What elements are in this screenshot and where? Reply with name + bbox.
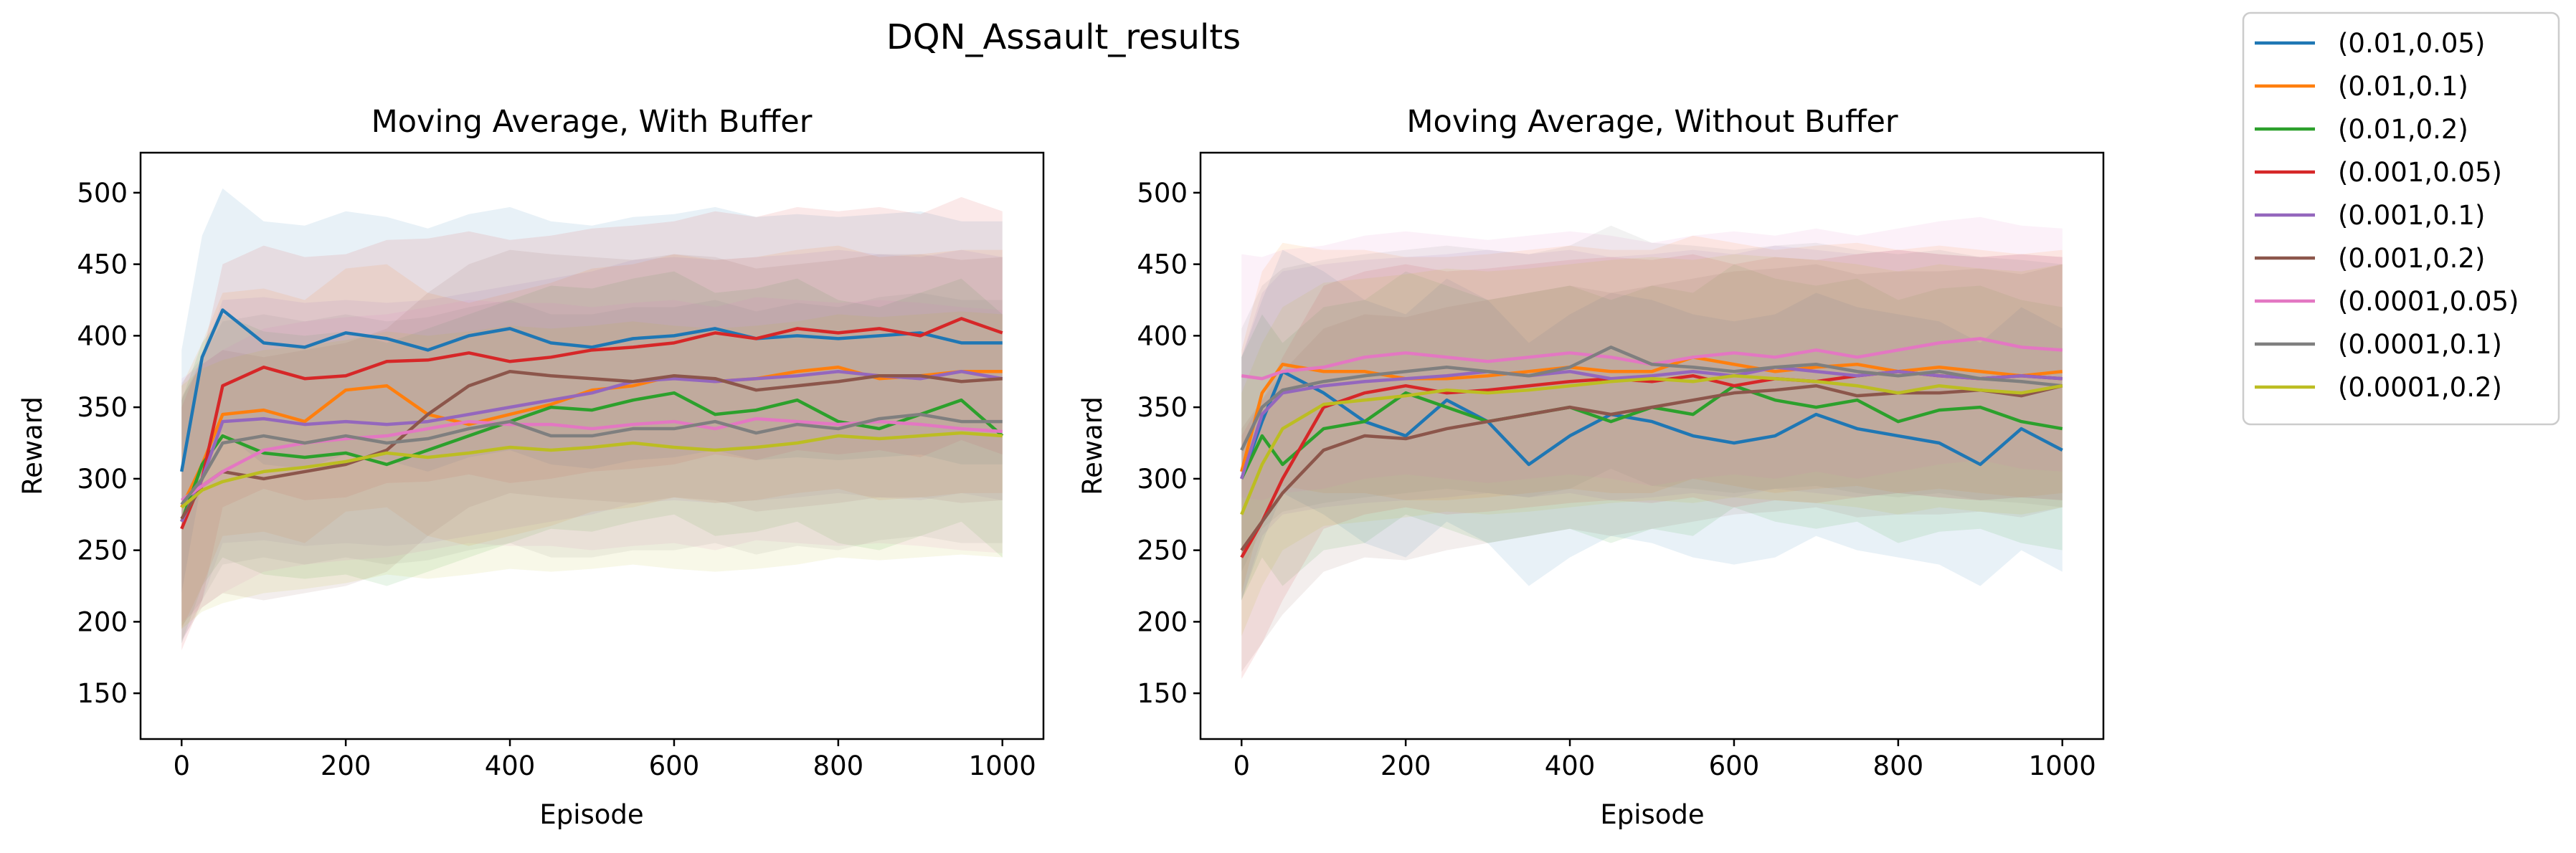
subplot-without-buffer: 0 200 400 600 800 1000 150 200 250 300 350 400 450 5… <box>1077 104 2105 830</box>
series-line-(0.001,0.2) <box>180 370 1003 520</box>
y-tick-label: 450 <box>1137 249 1188 280</box>
legend-label: (0.0001,0.05) <box>2338 286 2519 317</box>
series-line-(0.001,0.1) <box>180 370 1003 523</box>
y-tick-label: 300 <box>1137 464 1188 495</box>
x-tick-label: 800 <box>1873 750 1924 781</box>
series-line-(0.01,0.1) <box>1240 356 2063 472</box>
band-(0.01,0.2) <box>181 271 1003 644</box>
series-line-(0.0001,0.2) <box>1240 373 2063 515</box>
y-tick-label: 450 <box>77 249 128 280</box>
series-line-(0.001,0.2) <box>1240 383 2063 551</box>
x-tick-label: 200 <box>321 750 371 781</box>
series-line-(0.0001,0.1) <box>1240 346 2063 451</box>
legend-label: (0.001,0.1) <box>2338 200 2485 231</box>
figure-title: DQN_Assault_results <box>886 17 1241 57</box>
x-tick-label: 400 <box>485 750 536 781</box>
band-(0.0001,0.1) <box>1241 225 2063 572</box>
legend: (0.01,0.05) (0.01,0.1) (0.01,0.2) (0.001,0.… <box>2242 11 2560 426</box>
legend-label: (0.01,0.2) <box>2338 114 2468 145</box>
x-tick-label: 800 <box>813 750 864 781</box>
y-tick-label: 300 <box>77 464 128 495</box>
band-(0.01,0.05) <box>1241 249 2063 601</box>
x-tick-label: 0 <box>1233 750 1250 781</box>
band-(0.01,0.1) <box>1241 235 2063 594</box>
band-(0.01,0.2) <box>1241 264 2063 601</box>
band-(0.001,0.05) <box>181 196 1003 651</box>
y-tick-label: 250 <box>77 535 128 566</box>
series-line-(0.01,0.05) <box>180 308 1003 472</box>
legend-label: (0.0001,0.1) <box>2338 329 2502 360</box>
subplot-with-buffer: 0 200 400 600 800 1000 150 200 250 300 350 400 450 5… <box>17 104 1045 830</box>
y-tick-label: 350 <box>77 392 128 423</box>
y-tick-label: 150 <box>77 678 128 709</box>
x-axis-label: Episode <box>539 799 643 830</box>
x-tick-label: 600 <box>649 750 700 781</box>
y-tick-label: 400 <box>77 320 128 351</box>
series-line-(0.0001,0.2) <box>180 431 1003 509</box>
x-axis-ticks: 0 200 400 600 800 1000 <box>173 739 1036 781</box>
axes-frame <box>139 151 1045 740</box>
x-tick-label: 400 <box>1545 750 1596 781</box>
subplot-title: Moving Average, Without Buffer <box>1406 104 1898 140</box>
series-line-(0.0001,0.1) <box>180 412 1003 506</box>
y-tick-label: 400 <box>1137 320 1188 351</box>
x-tick-label: 600 <box>1709 750 1760 781</box>
series-lines <box>180 308 1004 530</box>
legend-label: (0.0001,0.2) <box>2338 372 2502 403</box>
y-tick-label: 500 <box>77 178 128 209</box>
y-axis-ticks: 150 200 250 300 350 400 450 500 <box>77 178 141 709</box>
y-tick-label: 150 <box>1137 678 1188 709</box>
y-tick-label: 200 <box>77 606 128 637</box>
axes-frame <box>1199 151 2105 740</box>
series-line-(0.01,0.2) <box>1240 383 2063 480</box>
band-(0.001,0.2) <box>181 249 1003 641</box>
y-axis-label: Reward <box>1077 396 1108 495</box>
legend-label: (0.001,0.05) <box>2338 157 2502 188</box>
band-(0.0001,0.2) <box>181 311 1003 629</box>
y-tick-label: 200 <box>1137 606 1188 637</box>
plot-area <box>1201 153 2103 739</box>
series-line-(0.0001,0.05) <box>1241 337 2063 381</box>
x-tick-label: 0 <box>173 750 190 781</box>
x-tick-label: 1000 <box>2029 750 2096 781</box>
y-tick-label: 500 <box>1137 178 1188 209</box>
legend-label: (0.001,0.2) <box>2338 243 2485 274</box>
x-tick-label: 1000 <box>969 750 1036 781</box>
y-tick-label: 350 <box>1137 392 1188 423</box>
legend-label: (0.01,0.1) <box>2338 71 2468 102</box>
x-tick-label: 200 <box>1381 750 1431 781</box>
series-line-(0.001,0.05) <box>180 317 1003 530</box>
y-tick-label: 250 <box>1137 535 1188 566</box>
series-lines <box>1240 337 2063 558</box>
x-axis-ticks: 0 200 400 600 800 1000 <box>1233 739 2096 781</box>
x-axis-label: Episode <box>1600 799 1704 830</box>
series-line-(0.01,0.05) <box>1240 370 2063 480</box>
y-axis-ticks: 150 200 250 300 350 400 450 500 <box>1137 178 1201 709</box>
band-(0.0001,0.2) <box>1241 254 2063 637</box>
legend-frame <box>2242 11 2560 426</box>
band-(0.0001,0.05) <box>181 297 1003 622</box>
y-axis-label: Reward <box>17 396 48 495</box>
subplot-title: Moving Average, With Buffer <box>371 104 813 140</box>
legend-label: (0.01,0.05) <box>2338 28 2485 59</box>
